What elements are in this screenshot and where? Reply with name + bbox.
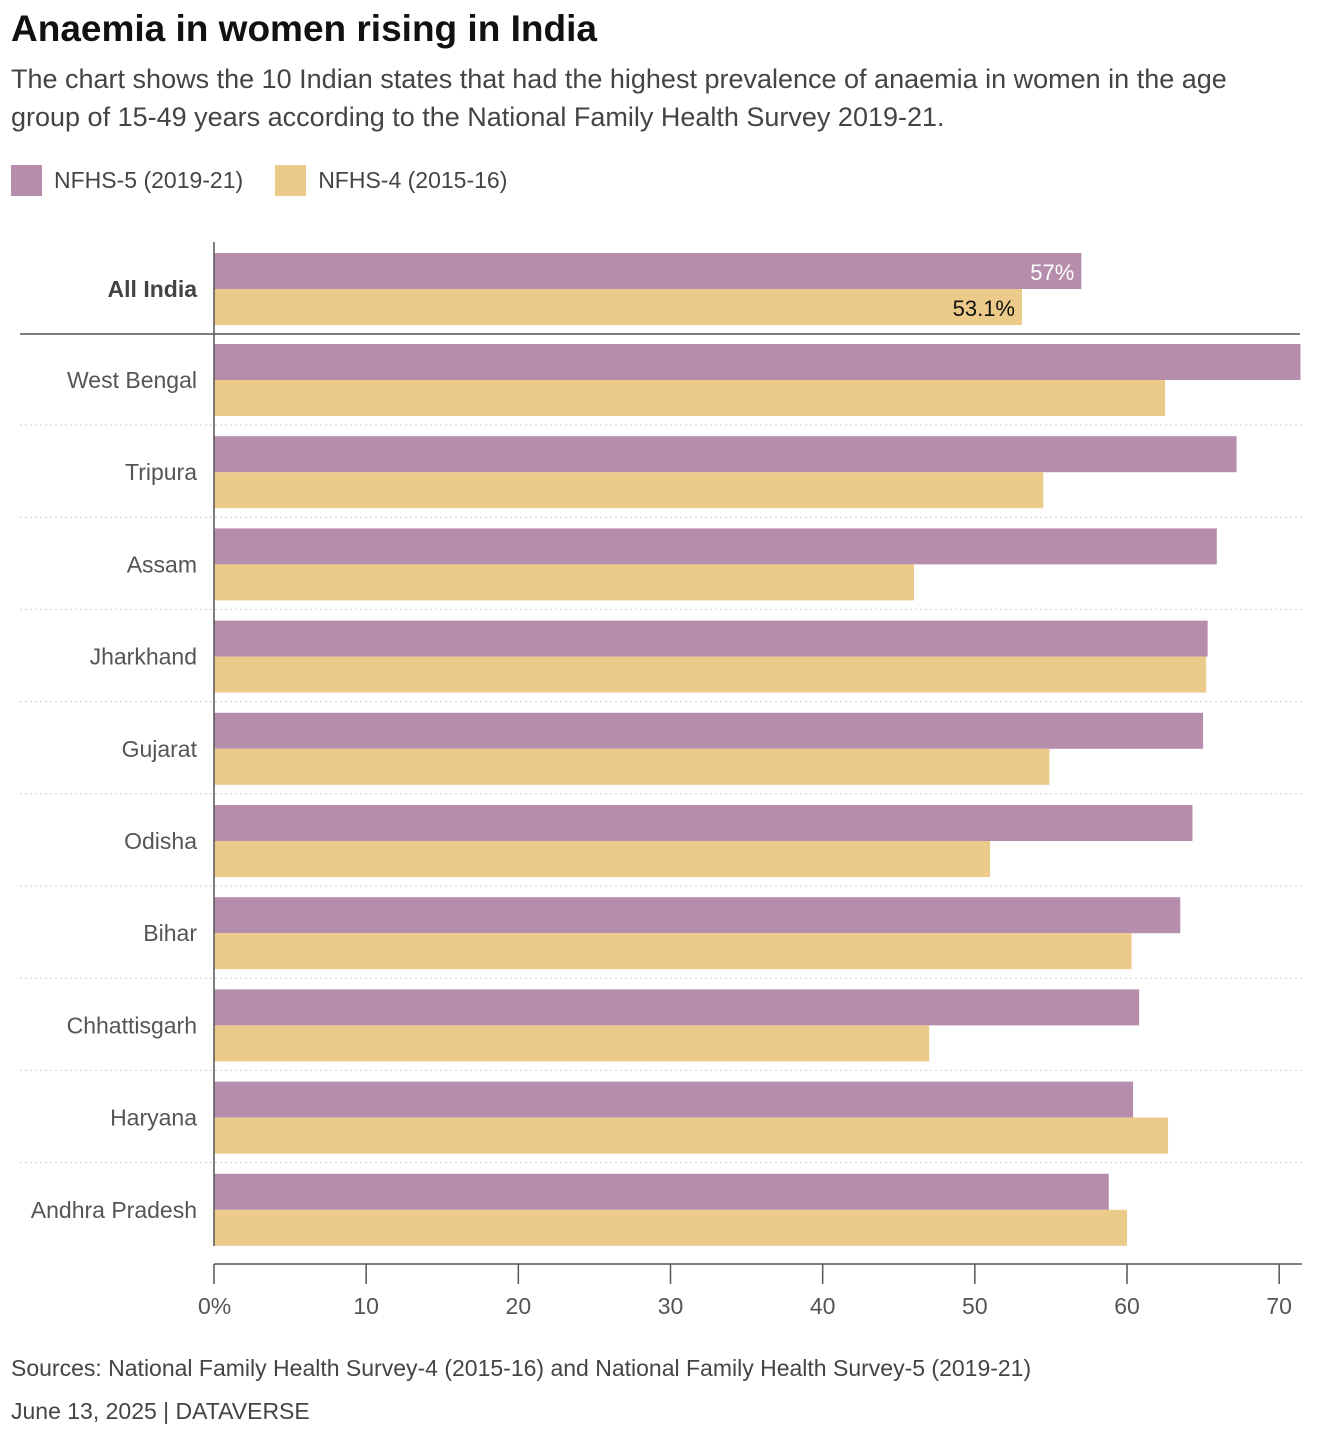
legend-swatch-nfhs4 bbox=[275, 165, 307, 196]
bar-haryana-nfhs5 bbox=[214, 1081, 1134, 1118]
legend-item-nfhs4: NFHS-4 (2015-16) bbox=[275, 165, 507, 196]
legend-label-nfhs4: NFHS-4 (2015-16) bbox=[318, 167, 508, 193]
chart-subtitle: The chart shows the 10 Indian states tha… bbox=[11, 64, 1227, 132]
category-label-gujarat: Gujarat bbox=[122, 736, 198, 762]
x-tick-label-10: 10 bbox=[353, 1293, 379, 1319]
bar-chart: All India 57% 53.1% West Bengal Tripura Assam… bbox=[20, 242, 1302, 1319]
bar-tripura-nfhs5 bbox=[214, 436, 1237, 473]
category-label-west-bengal: West Bengal bbox=[67, 367, 197, 393]
category-label-jharkhand: Jharkhand bbox=[90, 644, 197, 670]
sources-note: Sources: National Family Health Survey-4… bbox=[11, 1355, 1032, 1381]
legend-label-nfhs5: NFHS-5 (2019-21) bbox=[54, 167, 244, 193]
bar-gujarat-nfhs5 bbox=[214, 712, 1204, 749]
data-label-all-india-nfhs4: 53.1% bbox=[953, 296, 1015, 321]
category-label-all-india: All India bbox=[108, 276, 198, 302]
x-tick-label-50: 50 bbox=[962, 1293, 988, 1319]
legend-item-nfhs5: NFHS-5 (2019-21) bbox=[11, 165, 243, 196]
bar-haryana-nfhs4 bbox=[214, 1117, 1169, 1154]
category-label-haryana: Haryana bbox=[110, 1105, 197, 1131]
x-tick-label-20: 20 bbox=[506, 1293, 532, 1319]
chart-title: Anaemia in women rising in India bbox=[11, 8, 597, 49]
bar-bihar-nfhs5 bbox=[214, 897, 1181, 934]
category-label-andhra-pradesh: Andhra Pradesh bbox=[31, 1197, 197, 1223]
date-credit: June 13, 2025 | DATAVERSE bbox=[11, 1398, 310, 1424]
category-label-odisha: Odisha bbox=[124, 828, 197, 854]
data-label-all-india-nfhs5: 57% bbox=[1030, 260, 1074, 285]
bar-odisha-nfhs5 bbox=[214, 805, 1193, 841]
bar-bihar-nfhs4 bbox=[214, 933, 1132, 970]
category-label-chhattisgarh: Chhattisgarh bbox=[67, 1012, 197, 1038]
bar-andhra-pradesh-nfhs5 bbox=[214, 1173, 1109, 1210]
bar-all-india-nfhs4 bbox=[214, 289, 1023, 325]
x-tick-label-0: 0% bbox=[198, 1293, 231, 1319]
bar-jharkhand-nfhs4 bbox=[214, 656, 1207, 693]
bar-gujarat-nfhs4 bbox=[214, 748, 1050, 785]
x-tick-label-70: 70 bbox=[1266, 1293, 1292, 1319]
bar-chhattisgarh-nfhs5 bbox=[214, 989, 1140, 1026]
x-tick-label-40: 40 bbox=[810, 1293, 836, 1319]
bar-west-bengal-nfhs4 bbox=[214, 380, 1166, 416]
x-tick-label-60: 60 bbox=[1114, 1293, 1140, 1319]
category-label-bihar: Bihar bbox=[143, 920, 197, 946]
bar-tripura-nfhs4 bbox=[214, 472, 1044, 509]
bar-assam-nfhs5 bbox=[214, 528, 1217, 565]
bar-assam-nfhs4 bbox=[214, 564, 914, 601]
bar-west-bengal-nfhs5 bbox=[214, 344, 1301, 380]
x-tick-label-30: 30 bbox=[658, 1293, 684, 1319]
category-label-tripura: Tripura bbox=[125, 459, 197, 485]
bar-chhattisgarh-nfhs4 bbox=[214, 1025, 930, 1062]
bar-odisha-nfhs4 bbox=[214, 841, 991, 877]
bar-andhra-pradesh-nfhs4 bbox=[214, 1209, 1128, 1246]
legend: NFHS-5 (2019-21) NFHS-4 (2015-16) bbox=[11, 165, 539, 196]
bar-jharkhand-nfhs5 bbox=[214, 620, 1208, 657]
bar-all-india-nfhs5 bbox=[214, 253, 1082, 289]
legend-swatch-nfhs5 bbox=[11, 165, 42, 196]
category-label-assam: Assam bbox=[127, 551, 197, 577]
